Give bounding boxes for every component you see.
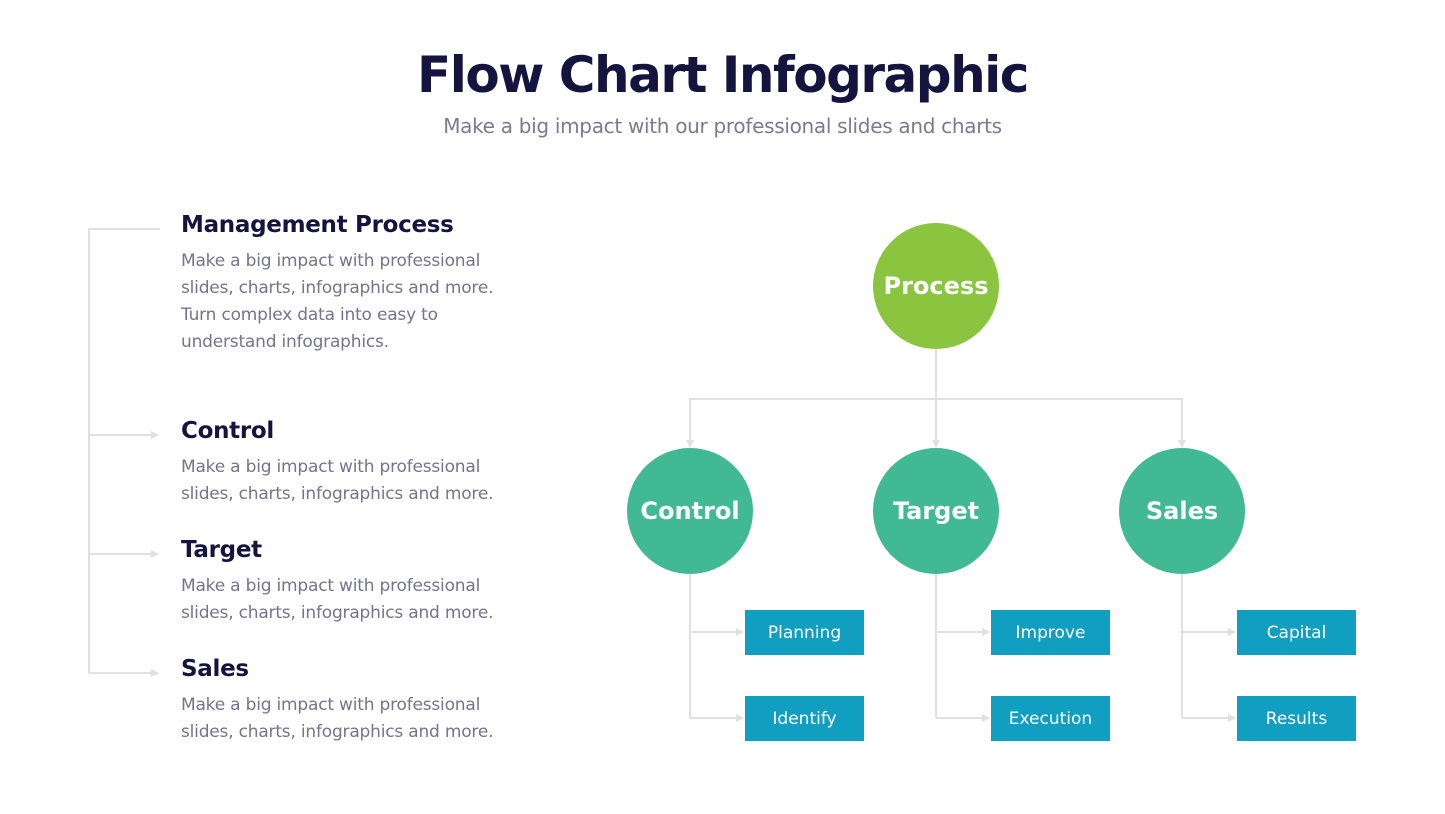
node-capital: Capital: [1237, 610, 1356, 655]
section-description: Make a big impact with professional slid…: [181, 454, 493, 508]
node-improve: Improve: [991, 610, 1110, 655]
section-control: Control Make a big impact with professio…: [181, 418, 493, 508]
section-title: Target: [181, 537, 262, 563]
node-identify: Identify: [745, 696, 864, 741]
desc-line: Make a big impact with professional: [181, 251, 481, 271]
desc-line: slides, charts, infographics and more.: [181, 603, 494, 623]
section-management-process: Management Process Make a big impact wit…: [181, 212, 493, 356]
node-sales: Sales: [1119, 448, 1245, 574]
section-title: Control: [181, 418, 274, 444]
desc-line: Turn complex data into easy to: [181, 305, 438, 325]
desc-line: Make a big impact with professional: [181, 695, 481, 715]
node-planning: Planning: [745, 610, 864, 655]
desc-line: slides, charts, infographics and more.: [181, 722, 494, 742]
desc-line: slides, charts, infographics and more.: [181, 484, 494, 504]
section-title: Sales: [181, 656, 249, 682]
section-description: Make a big impact with professional slid…: [181, 692, 493, 746]
section-title: Management Process: [181, 212, 454, 238]
desc-line: understand infographics.: [181, 332, 389, 352]
section-description: Make a big impact with professional slid…: [181, 248, 493, 356]
page-subtitle: Make a big impact with our professional …: [443, 114, 1002, 138]
node-control: Control: [627, 448, 753, 574]
desc-line: Make a big impact with professional: [181, 457, 481, 477]
node-results: Results: [1237, 696, 1356, 741]
node-execution: Execution: [991, 696, 1110, 741]
section-sales: Sales Make a big impact with professiona…: [181, 656, 493, 746]
desc-line: Make a big impact with professional: [181, 576, 481, 596]
section-description: Make a big impact with professional slid…: [181, 573, 493, 627]
desc-line: slides, charts, infographics and more.: [181, 278, 494, 298]
page-title: Flow Chart Infographic: [417, 46, 1029, 104]
node-process: Process: [873, 223, 999, 349]
node-target: Target: [873, 448, 999, 574]
section-target: Target Make a big impact with profession…: [181, 537, 493, 627]
